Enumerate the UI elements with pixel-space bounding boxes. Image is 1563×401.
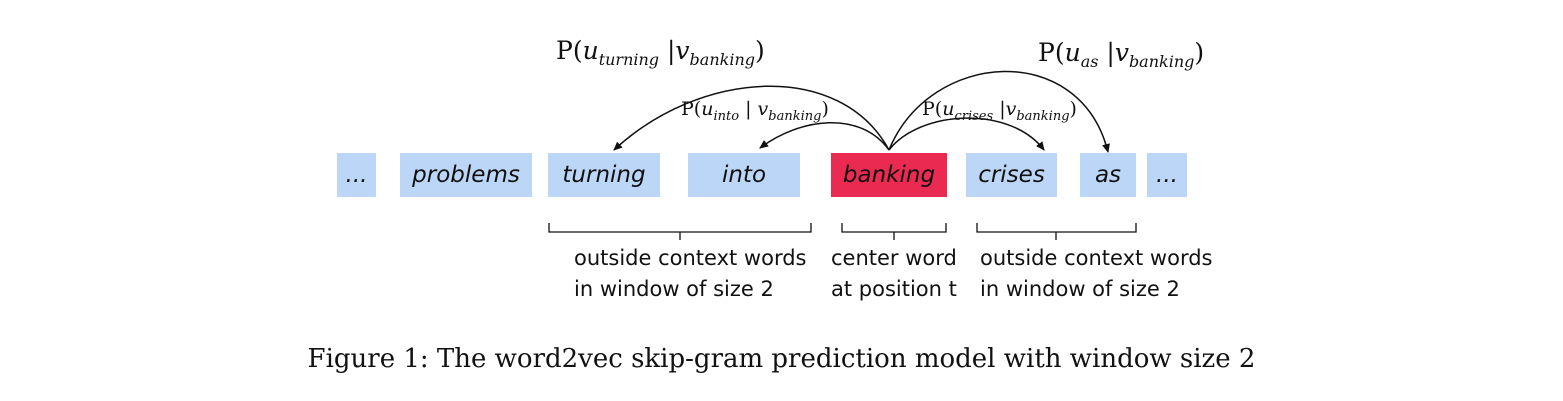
brace-center	[841, 223, 947, 240]
token-ellipsis-left: ...	[337, 153, 376, 197]
token-into: into	[688, 153, 800, 197]
center-word-label: center word at position t	[831, 243, 957, 305]
token-as: as	[1080, 153, 1136, 197]
brace-left-context	[548, 223, 812, 240]
figure-caption: Figure 1: The word2vec skip-gram predict…	[307, 344, 1256, 374]
left-context-line2: in window of size 2	[574, 277, 774, 301]
left-context-line1: outside context words	[574, 246, 807, 270]
right-context-line1: outside context words	[980, 246, 1213, 270]
left-context-label: outside context words in window of size …	[574, 243, 806, 305]
arc-to-into	[759, 121, 890, 151]
arc-to-turning	[613, 85, 890, 151]
token-turning: turning	[548, 153, 660, 197]
right-context-label: outside context words in window of size …	[980, 243, 1212, 305]
prob-turning: P(uturning |vbanking)	[556, 36, 765, 69]
arc-to-crises	[888, 117, 1045, 151]
prob-crises: P(ucrises |vbanking)	[922, 98, 1077, 124]
brace-right-context	[976, 223, 1137, 240]
token-problems: problems	[400, 153, 532, 197]
center-label-line1: center word	[831, 246, 957, 270]
token-ellipsis-right: ...	[1147, 153, 1187, 197]
center-label-line2: at position t	[831, 277, 957, 301]
right-context-line2: in window of size 2	[980, 277, 1180, 301]
prob-into: P(uinto | vbanking)	[681, 98, 829, 124]
prob-as: P(uas |vbanking)	[1038, 38, 1205, 71]
token-banking-center: banking	[831, 153, 947, 197]
arc-to-as	[888, 70, 1110, 153]
token-crises: crises	[966, 153, 1057, 197]
